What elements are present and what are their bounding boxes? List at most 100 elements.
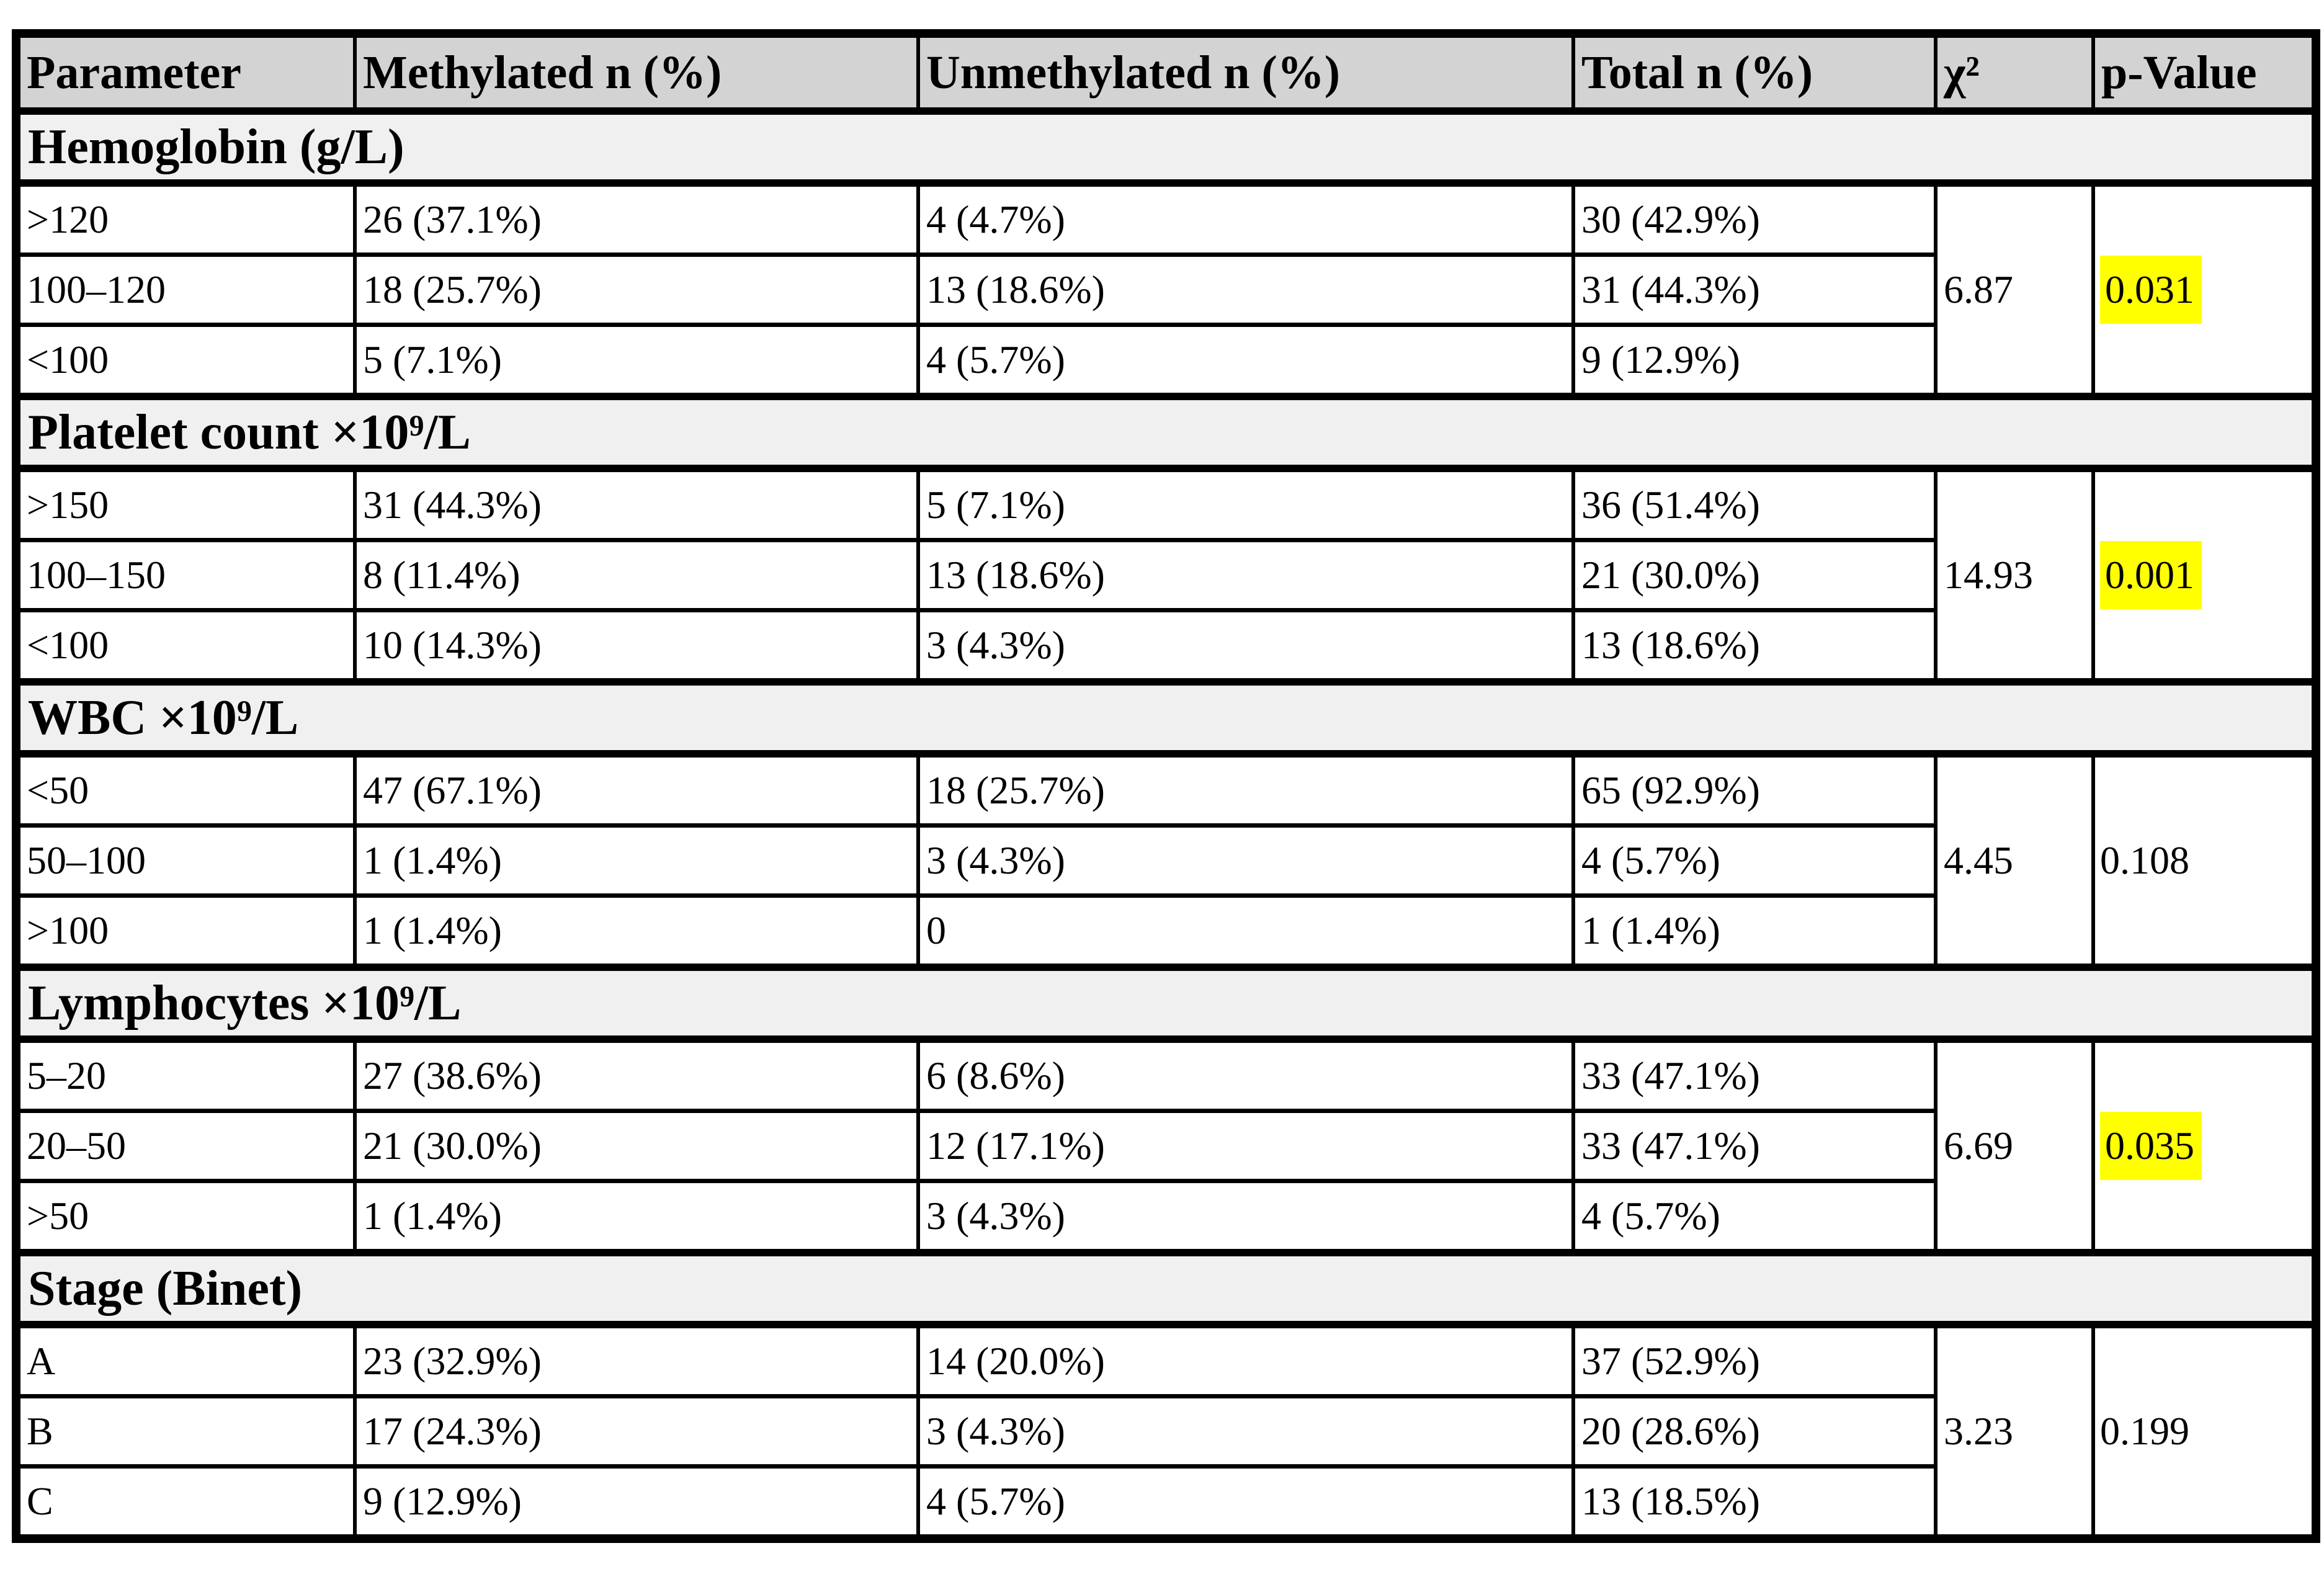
cell-methylated: 1 (1.4%) xyxy=(353,893,920,970)
table-row: 5–20 27 (38.6%) 6 (8.6%) 33 (47.1%) 6.69… xyxy=(14,1037,2318,1255)
section-title: WBC ×10⁹/L xyxy=(14,678,2318,758)
cell-total: 33 (47.1%) xyxy=(1571,1109,1937,1183)
cell-methylated: 5 (7.1%) xyxy=(353,323,920,399)
section-title: Hemoglobin (g/L) xyxy=(14,107,2318,187)
cell-unmethylated: 4 (5.7%) xyxy=(916,1464,1575,1541)
cell-parameter: 100–120 xyxy=(14,253,357,327)
table-row: 100–150 8 (11.4%) 13 (18.6%) 21 (30.0%) xyxy=(14,538,2316,612)
p-value-highlight: 0.035 xyxy=(2100,1112,2202,1180)
cell-total: 30 (42.9%) xyxy=(1571,181,1937,257)
results-table: Parameter Methylated n (%) Unmethylated … xyxy=(12,29,2320,1543)
cell-parameter: 50–100 xyxy=(14,823,357,898)
cell-chi-square: 6.87 xyxy=(1934,181,2095,399)
cell-parameter: <100 xyxy=(14,608,357,684)
section-row-hemoglobin: Hemoglobin (g/L) xyxy=(14,107,2318,187)
cell-parameter: A xyxy=(14,1322,357,1398)
cell-total: 13 (18.5%) xyxy=(1571,1464,1937,1541)
cell-total: 1 (1.4%) xyxy=(1571,893,1937,970)
table-row: >50 1 (1.4%) 3 (4.3%) 4 (5.7%) xyxy=(14,1179,2316,1255)
cell-total: 37 (52.9%) xyxy=(1571,1322,1937,1398)
cell-unmethylated: 4 (5.7%) xyxy=(916,323,1575,399)
p-value-text: 0.199 xyxy=(2100,1409,2189,1453)
section-row-platelet: Platelet count ×10⁹/L xyxy=(14,393,2318,472)
cell-parameter: 20–50 xyxy=(14,1109,357,1183)
cell-unmethylated: 4 (4.7%) xyxy=(916,181,1575,257)
table-row: C 9 (12.9%) 4 (5.7%) 13 (18.5%) xyxy=(14,1464,2316,1541)
cell-methylated: 18 (25.7%) xyxy=(353,253,920,327)
cell-chi-square: 3.23 xyxy=(1934,1322,2095,1541)
table-row: <100 5 (7.1%) 4 (5.7%) 9 (12.9%) xyxy=(14,323,2316,399)
section-row-stage: Stage (Binet) xyxy=(14,1249,2318,1328)
cell-methylated: 47 (67.1%) xyxy=(353,751,920,828)
cell-parameter: <50 xyxy=(14,751,357,828)
section-title: Lymphocytes ×10⁹/L xyxy=(14,964,2318,1043)
cell-unmethylated: 3 (4.3%) xyxy=(916,608,1575,684)
cell-p-value: 0.035 xyxy=(2091,1037,2318,1255)
table-row: <50 47 (67.1%) 18 (25.7%) 65 (92.9%) 4.4… xyxy=(14,751,2318,970)
cell-total: 33 (47.1%) xyxy=(1571,1037,1937,1113)
cell-parameter: 100–150 xyxy=(14,538,357,612)
cell-total: 31 (44.3%) xyxy=(1571,253,1937,327)
cell-parameter: <100 xyxy=(14,323,357,399)
table-row: B 17 (24.3%) 3 (4.3%) 20 (28.6%) xyxy=(14,1394,2316,1469)
cell-total: 4 (5.7%) xyxy=(1571,823,1937,898)
cell-total: 4 (5.7%) xyxy=(1571,1179,1937,1255)
header-methylated: Methylated n (%) xyxy=(353,31,920,115)
cell-chi-square: 14.93 xyxy=(1934,466,2095,684)
cell-methylated: 26 (37.1%) xyxy=(353,181,920,257)
cell-methylated: 1 (1.4%) xyxy=(353,1179,920,1255)
cell-total: 9 (12.9%) xyxy=(1571,323,1937,399)
cell-p-value: 0.001 xyxy=(2091,466,2318,684)
cell-methylated: 23 (32.9%) xyxy=(353,1322,920,1398)
table-row: A 23 (32.9%) 14 (20.0%) 37 (52.9%) 3.23 … xyxy=(14,1322,2318,1541)
cell-methylated: 31 (44.3%) xyxy=(353,466,920,542)
cell-unmethylated: 18 (25.7%) xyxy=(916,751,1575,828)
cell-p-value: 0.031 xyxy=(2091,181,2318,399)
cell-unmethylated: 12 (17.1%) xyxy=(916,1109,1575,1183)
cell-chi-square: 6.69 xyxy=(1934,1037,2095,1255)
cell-methylated: 27 (38.6%) xyxy=(353,1037,920,1113)
cell-parameter: >120 xyxy=(14,181,357,257)
table-row: >150 31 (44.3%) 5 (7.1%) 36 (51.4%) 14.9… xyxy=(14,466,2318,684)
cell-parameter: B xyxy=(14,1394,357,1469)
cell-total: 13 (18.6%) xyxy=(1571,608,1937,684)
p-value-highlight: 0.031 xyxy=(2100,256,2202,324)
cell-methylated: 1 (1.4%) xyxy=(353,823,920,898)
table-header-row: Parameter Methylated n (%) Unmethylated … xyxy=(14,31,2318,115)
cell-unmethylated: 6 (8.6%) xyxy=(916,1037,1575,1113)
table-row: <100 10 (14.3%) 3 (4.3%) 13 (18.6%) xyxy=(14,608,2316,684)
cell-methylated: 17 (24.3%) xyxy=(353,1394,920,1469)
cell-total: 20 (28.6%) xyxy=(1571,1394,1937,1469)
cell-methylated: 21 (30.0%) xyxy=(353,1109,920,1183)
cell-parameter: >100 xyxy=(14,893,357,970)
cell-p-value: 0.108 xyxy=(2091,751,2318,970)
p-value-highlight: 0.001 xyxy=(2100,541,2202,609)
section-row-lymphocytes: Lymphocytes ×10⁹/L xyxy=(14,964,2318,1043)
cell-parameter: >50 xyxy=(14,1179,357,1255)
table-row: >100 1 (1.4%) 0 1 (1.4%) xyxy=(14,893,2316,970)
table-row: 20–50 21 (30.0%) 12 (17.1%) 33 (47.1%) xyxy=(14,1109,2316,1183)
section-row-wbc: WBC ×10⁹/L xyxy=(14,678,2318,758)
cell-p-value: 0.199 xyxy=(2091,1322,2318,1541)
table-row: 100–120 18 (25.7%) 13 (18.6%) 31 (44.3%) xyxy=(14,253,2316,327)
cell-methylated: 8 (11.4%) xyxy=(353,538,920,612)
cell-parameter: 5–20 xyxy=(14,1037,357,1113)
header-p-value: p-Value xyxy=(2091,31,2318,115)
section-title: Stage (Binet) xyxy=(14,1249,2318,1328)
cell-total: 65 (92.9%) xyxy=(1571,751,1937,828)
cell-parameter: >150 xyxy=(14,466,357,542)
cell-unmethylated: 3 (4.3%) xyxy=(916,1179,1575,1255)
cell-unmethylated: 13 (18.6%) xyxy=(916,538,1575,612)
table-row: 50–100 1 (1.4%) 3 (4.3%) 4 (5.7%) xyxy=(14,823,2316,898)
cell-total: 21 (30.0%) xyxy=(1571,538,1937,612)
cell-chi-square: 4.45 xyxy=(1934,751,2095,970)
cell-unmethylated: 13 (18.6%) xyxy=(916,253,1575,327)
p-value-text: 0.108 xyxy=(2100,838,2189,882)
table-row: >120 26 (37.1%) 4 (4.7%) 30 (42.9%) 6.87… xyxy=(14,181,2318,399)
cell-unmethylated: 14 (20.0%) xyxy=(916,1322,1575,1398)
cell-unmethylated: 3 (4.3%) xyxy=(916,1394,1575,1469)
header-unmethylated: Unmethylated n (%) xyxy=(916,31,1575,115)
cell-methylated: 10 (14.3%) xyxy=(353,608,920,684)
cell-total: 36 (51.4%) xyxy=(1571,466,1937,542)
